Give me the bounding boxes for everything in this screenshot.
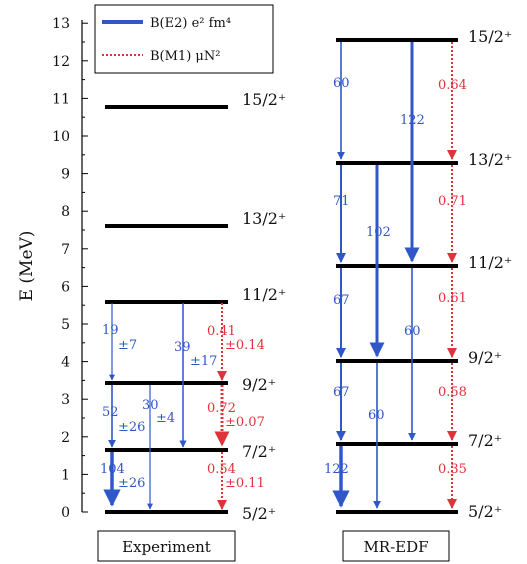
exp-level-label-7-2: 7/2⁺ bbox=[242, 442, 276, 461]
mr-level-label-5-2: 5/2⁺ bbox=[468, 502, 502, 521]
exp-e2-err-52: ±26 bbox=[118, 420, 145, 435]
mr-e2-value-13-9: 102 bbox=[366, 225, 391, 240]
mredf-title: MR-EDF bbox=[363, 538, 428, 556]
exp-e2-value-39: 39 bbox=[174, 340, 191, 355]
experiment-panel: 5/2⁺ 7/2⁺ 9/2⁺ 11/2⁺ 13/2⁺ 15/2⁺ 19 ±7 3… bbox=[97, 90, 286, 562]
mr-e2-value-9-7: 67 bbox=[333, 385, 350, 400]
y-tick-label: 13 bbox=[52, 16, 70, 32]
mr-m1-value-13-11: 0.71 bbox=[438, 194, 467, 209]
exp-m1-err-072: ±0.07 bbox=[225, 415, 265, 430]
exp-level-label-9-2: 9/2⁺ bbox=[242, 375, 276, 394]
mr-e2-value-15-13: 60 bbox=[333, 76, 350, 91]
mr-m1-value-7-5: 0.35 bbox=[438, 462, 467, 477]
mredf-level-labels: 5/2⁺ 7/2⁺ 9/2⁺ 11/2⁺ 13/2⁺ 15/2⁺ bbox=[468, 27, 512, 521]
mr-e2-value-11-7: 60 bbox=[404, 324, 421, 339]
y-tick-label: 2 bbox=[61, 430, 70, 446]
exp-m1-value-054: 0.54 bbox=[207, 462, 236, 477]
y-tick-label: 3 bbox=[61, 392, 70, 408]
experiment-title-box: Experiment bbox=[97, 530, 236, 562]
exp-e2-err-30: ±4 bbox=[156, 411, 175, 426]
experiment-levels bbox=[105, 105, 228, 514]
mr-m1-value-11-9: 0.61 bbox=[438, 291, 467, 306]
mr-e2-value-13-11: 71 bbox=[333, 194, 350, 209]
mredf-e2-values: 60 122 71 102 67 60 67 60 122 bbox=[324, 76, 425, 477]
mr-e2-value-9-5: 60 bbox=[368, 408, 385, 423]
exp-m1-value-072: 0.72 bbox=[207, 401, 236, 416]
y-tick-label: 10 bbox=[52, 129, 70, 145]
mr-level-label-15-2: 15/2⁺ bbox=[468, 27, 512, 46]
mr-level-label-11-2: 11/2⁺ bbox=[468, 253, 512, 272]
mr-level-label-7-2: 7/2⁺ bbox=[468, 431, 502, 450]
experiment-e2-arrows bbox=[103, 303, 187, 510]
mredf-m1-values: 0.64 0.71 0.61 0.58 0.35 bbox=[438, 78, 467, 477]
legend: B(E2) e² fm⁴ B(M1) μN² bbox=[94, 4, 274, 74]
mredf-panel: 5/2⁺ 7/2⁺ 9/2⁺ 11/2⁺ 13/2⁺ 15/2⁺ bbox=[324, 27, 512, 562]
y-tick-label: 9 bbox=[61, 167, 70, 183]
mredf-levels bbox=[336, 38, 458, 514]
exp-m1-err-041: ±0.14 bbox=[225, 338, 265, 353]
exp-e2-value-19: 19 bbox=[102, 323, 119, 338]
y-tick-label: 8 bbox=[61, 204, 70, 220]
exp-e2-value-52: 52 bbox=[102, 405, 119, 420]
mr-level-label-13-2: 13/2⁺ bbox=[468, 150, 512, 169]
y-tick-label: 4 bbox=[61, 355, 70, 371]
y-tick-label: 6 bbox=[61, 279, 70, 295]
exp-e2-value-30: 30 bbox=[142, 398, 159, 413]
y-axis-title: E (MeV) bbox=[17, 231, 37, 302]
experiment-title: Experiment bbox=[122, 538, 211, 556]
mr-e2-value-7-5: 122 bbox=[324, 462, 349, 477]
experiment-e2-values: 19 ±7 39 ±17 52 ±26 30 ±4 104 ±26 bbox=[100, 323, 217, 491]
legend-e2-label: B(E2) e² fm⁴ bbox=[150, 16, 231, 31]
mr-m1-value-15-13: 0.64 bbox=[438, 78, 467, 93]
exp-e2-err-39: ±17 bbox=[190, 354, 217, 369]
mr-e2-value-11-9: 67 bbox=[333, 293, 350, 308]
experiment-m1-values: 0.41 ±0.14 0.72 ±0.07 0.54 ±0.11 bbox=[207, 324, 265, 491]
exp-m1-err-054: ±0.11 bbox=[225, 476, 265, 491]
y-tick-label: 1 bbox=[61, 467, 70, 483]
exp-m1-value-041: 0.41 bbox=[207, 324, 236, 339]
exp-level-label-13-2: 13/2⁺ bbox=[242, 209, 286, 228]
y-tick-label: 5 bbox=[61, 317, 70, 333]
mredf-title-box: MR-EDF bbox=[342, 530, 450, 562]
mredf-e2-arrows bbox=[332, 42, 420, 509]
exp-level-label-5-2: 5/2⁺ bbox=[242, 504, 276, 523]
y-tick-label: 11 bbox=[52, 91, 70, 107]
mr-e2-value-15-11: 122 bbox=[400, 113, 425, 128]
experiment-level-labels: 5/2⁺ 7/2⁺ 9/2⁺ 11/2⁺ 13/2⁺ 15/2⁺ bbox=[242, 90, 286, 523]
mr-level-label-9-2: 9/2⁺ bbox=[468, 348, 502, 367]
y-tick-label: 7 bbox=[61, 242, 70, 258]
exp-level-label-11-2: 11/2⁺ bbox=[242, 285, 286, 304]
legend-m1-label: B(M1) μN² bbox=[150, 49, 220, 64]
y-tick-label: 12 bbox=[52, 54, 70, 70]
y-tick-label: 0 bbox=[61, 505, 70, 521]
mr-m1-value-9-7: 0.58 bbox=[438, 385, 467, 400]
exp-level-label-15-2: 15/2⁺ bbox=[242, 90, 286, 109]
exp-e2-value-104: 104 bbox=[100, 462, 125, 477]
exp-e2-err-104: ±26 bbox=[118, 476, 145, 491]
exp-e2-err-19: ±7 bbox=[118, 338, 137, 353]
